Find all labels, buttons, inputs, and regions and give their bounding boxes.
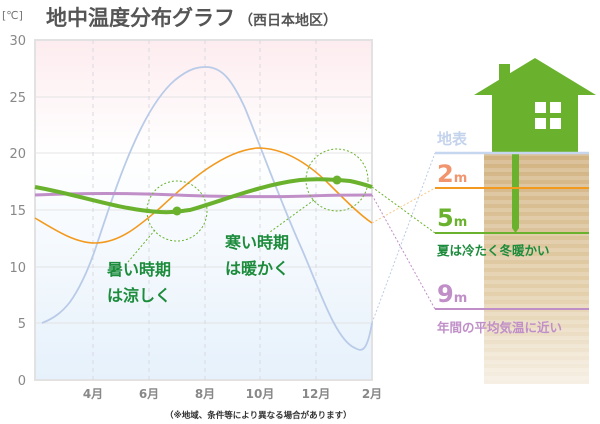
label-9m: 9m (437, 280, 467, 308)
label-9m-num: 9 (437, 280, 454, 308)
y-tick-0: 0 (18, 374, 26, 389)
series-2m-line (34, 147, 373, 244)
label-2m: 2m (437, 160, 467, 188)
annotation-winter: 寒い時期 は暖かく (225, 230, 289, 282)
label-5m-unit: m (453, 215, 468, 230)
x-tick-feb: 2月 (362, 387, 382, 401)
title-main: 地中温度分布グラフ (46, 6, 235, 30)
window-pane (535, 102, 546, 113)
caption-5m: 夏は冷たく冬暖かい (437, 243, 550, 258)
geothermal-pipe (512, 153, 519, 233)
label-2m-num: 2 (437, 160, 454, 188)
window-pane (550, 102, 561, 113)
y-tick-15: 15 (9, 204, 26, 219)
house-icon (474, 58, 596, 153)
title-sub: （西日本地区） (239, 13, 337, 29)
window-pane (550, 118, 561, 129)
annotation-winter-line2: は暖かく (225, 259, 290, 278)
series-5m-line (34, 177, 373, 215)
point-winter-5m (332, 175, 342, 185)
caption-9m: 年間の平均気温に近い (437, 320, 563, 335)
annotation-summer-line1: 暑い時期 (107, 260, 172, 279)
annotation-winter-line1: 寒い時期 (225, 233, 290, 252)
window-pane (535, 118, 546, 129)
series-9m-line (34, 192, 373, 199)
depth-lines (435, 151, 589, 310)
series-surface-line (41, 66, 373, 351)
y-tick-25: 25 (9, 91, 26, 106)
label-5m: 5m (437, 204, 467, 232)
soil-column (484, 153, 589, 384)
footnote: （※地域、条件等により異なる場合があります） (165, 411, 352, 421)
label-2m-unit: m (453, 171, 468, 186)
highlight-summer (127, 180, 208, 263)
highlight-winter (269, 148, 369, 233)
y-axis-ticks: 30 25 20 15 10 5 0 (9, 34, 26, 389)
x-tick-apr: 4月 (83, 387, 103, 401)
y-tick-10: 10 (9, 261, 26, 276)
chart-title: 地中温度分布グラフ （西日本地区） (46, 2, 337, 32)
x-axis-ticks: 4月 6月 8月 10月 12月 2月 (83, 387, 382, 401)
annotation-summer-line2: は涼しく (107, 286, 172, 305)
y-tick-20: 20 (9, 147, 26, 162)
label-9m-unit: m (453, 291, 468, 306)
label-surface: 地表 (437, 130, 468, 148)
x-tick-jun: 6月 (139, 387, 159, 401)
x-tick-oct: 10月 (246, 387, 275, 401)
y-axis-unit: [℃] (2, 9, 23, 22)
point-summer-5m (172, 206, 182, 216)
y-tick-30: 30 (9, 34, 26, 49)
connector-lines (371, 152, 436, 324)
x-tick-aug: 8月 (195, 387, 215, 401)
y-tick-5: 5 (18, 317, 26, 332)
annotation-summer: 暑い時期 は涼しく (107, 257, 171, 309)
label-5m-num: 5 (437, 204, 454, 232)
x-tick-dec: 12月 (302, 387, 331, 401)
